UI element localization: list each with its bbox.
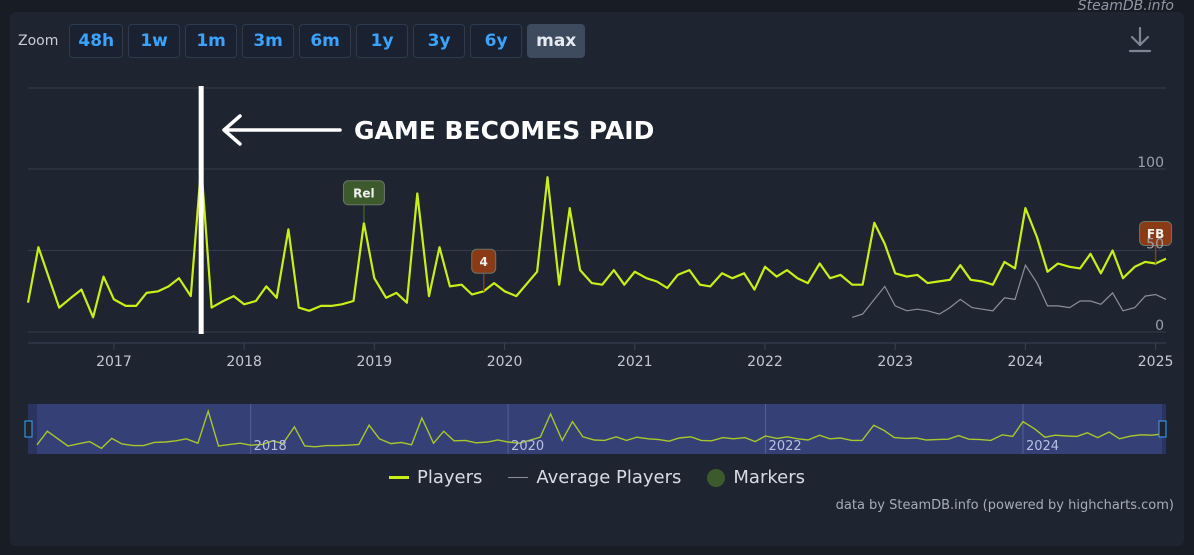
zoom-1w-button[interactable]: 1w (128, 24, 181, 58)
zoom-48h-button[interactable]: 48h (69, 24, 124, 58)
zoom-3m-button[interactable]: 3m (242, 24, 295, 58)
marker-4[interactable]: 4 (471, 248, 497, 292)
navigator-label-2020: 2020 (511, 439, 544, 454)
x-tick-label-2019: 2019 (357, 354, 393, 370)
legend-item-players[interactable]: Players (388, 467, 483, 488)
zoom-6m-button[interactable]: 6m (299, 24, 352, 58)
legend-symbol-markers (707, 468, 726, 487)
download-icon[interactable] (1127, 26, 1153, 54)
annotation-arrow-icon (222, 114, 342, 146)
marker-fb[interactable]: FB (1139, 221, 1173, 264)
annotation-text: GAME BECOMES PAID (354, 116, 654, 145)
y-tick-label-100: 100 (1137, 155, 1164, 171)
navigator-selection[interactable] (37, 404, 1162, 454)
navigator-players-line (36, 408, 1163, 450)
navigator-right-handle[interactable] (1158, 420, 1167, 438)
legend-label-average-players: Average Players (536, 467, 682, 488)
main-chart[interactable]: GAME BECOMES PAID Rel 4 FB 100 50 0 2017 2018 2… (0, 0, 1194, 400)
legend-label-markers: Markers (733, 467, 806, 488)
zoom-bar: Zoom 48h 1w 1m 3m 6m 1y 3y 6y max (18, 24, 586, 58)
x-tick-label-2020: 2020 (487, 354, 523, 370)
marker-label: FB (1147, 227, 1164, 241)
series-line-players[interactable] (26, 164, 1167, 319)
zoom-1y-button[interactable]: 1y (356, 24, 409, 58)
x-tick-label-2017: 2017 (96, 354, 132, 370)
x-tick-label-2024: 2024 (1008, 354, 1044, 370)
legend-item-markers[interactable]: Markers (707, 467, 805, 488)
marker-badge (1139, 221, 1173, 247)
marker-rel[interactable]: Rel (342, 180, 385, 223)
chart-card: SteamDB.info (10, 0, 1184, 546)
marker-badge (342, 180, 385, 206)
marker-badge (471, 248, 497, 274)
x-tick-label-2025: 2025 (1138, 354, 1174, 370)
credit-text: data by SteamDB.info (powered by highcha… (835, 498, 1174, 513)
zoom-6y-button[interactable]: 6y (470, 24, 523, 58)
legend-item-average-players[interactable]: Average Players (508, 467, 681, 488)
navigator[interactable]: 2018 2020 2022 2024 (0, 400, 1194, 460)
x-tick-label-2022: 2022 (747, 354, 783, 370)
marker-label: 4 (480, 255, 488, 269)
x-tick-label-2018: 2018 (226, 354, 262, 370)
y-tick-label-0: 0 (1155, 318, 1164, 334)
navigator-label-2024: 2024 (1026, 439, 1059, 454)
zoom-label: Zoom (18, 33, 59, 49)
zoom-3y-button[interactable]: 3y (413, 24, 466, 58)
x-tick-label-2021: 2021 (617, 354, 653, 370)
legend: Players Average Players Markers (0, 467, 1194, 488)
zoom-1m-button[interactable]: 1m (185, 24, 238, 58)
navigator-label-2022: 2022 (769, 439, 802, 454)
legend-label-players: Players (416, 467, 483, 488)
marker-label: Rel (353, 186, 375, 200)
zoom-max-button[interactable]: max (527, 24, 586, 58)
y-tick-label-50: 50 (1146, 237, 1164, 253)
series-line-average-players[interactable] (852, 263, 1167, 318)
legend-symbol-players (388, 476, 409, 479)
navigator-left-handle[interactable] (24, 420, 33, 438)
watermark: SteamDB.info (1077, 0, 1174, 14)
legend-symbol-average-players (508, 477, 529, 478)
navigator-label-2018: 2018 (254, 439, 287, 454)
x-tick-label-2023: 2023 (877, 354, 913, 370)
